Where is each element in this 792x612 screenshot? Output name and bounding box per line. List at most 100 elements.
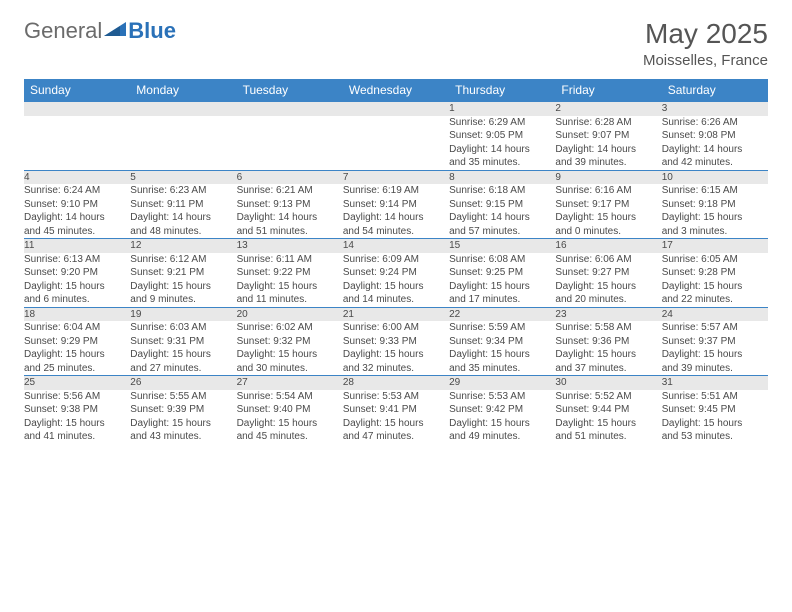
daynum-row: 18192021222324 [24,307,768,321]
day-number-cell: 28 [343,376,449,390]
day-info-cell: Sunrise: 6:00 AMSunset: 9:33 PMDaylight:… [343,321,449,376]
logo-text-general: General [24,18,102,44]
day-info-cell [24,116,130,171]
logo: General Blue [24,18,176,44]
day-info-line: Sunrise: 5:57 AM [662,321,768,335]
day-number-cell: 1 [449,102,555,116]
day-info-cell [130,116,236,171]
day-info-line: Sunset: 9:34 PM [449,335,555,349]
day-info-cell: Sunrise: 6:15 AMSunset: 9:18 PMDaylight:… [662,184,768,239]
day-info-cell: Sunrise: 6:29 AMSunset: 9:05 PMDaylight:… [449,116,555,171]
info-row: Sunrise: 6:24 AMSunset: 9:10 PMDaylight:… [24,184,768,239]
day-info-line: and 35 minutes. [449,362,555,376]
day-info-line: Daylight: 15 hours [449,280,555,294]
day-info-line: Daylight: 15 hours [343,417,449,431]
day-info-line: Sunset: 9:17 PM [555,198,661,212]
day-info-cell: Sunrise: 5:57 AMSunset: 9:37 PMDaylight:… [662,321,768,376]
day-info-cell: Sunrise: 6:04 AMSunset: 9:29 PMDaylight:… [24,321,130,376]
day-info-line: Sunrise: 6:12 AM [130,253,236,267]
day-number-cell [343,102,449,116]
day-info-line: Sunset: 9:31 PM [130,335,236,349]
day-info-line: Daylight: 14 hours [555,143,661,157]
day-info-line: Sunrise: 6:11 AM [237,253,343,267]
day-info-line: and 6 minutes. [24,293,130,307]
day-number-cell [24,102,130,116]
day-info-line: Daylight: 14 hours [24,211,130,225]
day-info-line: Sunrise: 6:03 AM [130,321,236,335]
day-info-cell: Sunrise: 5:53 AMSunset: 9:42 PMDaylight:… [449,390,555,444]
day-number-cell: 9 [555,170,661,184]
day-info-line: Sunset: 9:14 PM [343,198,449,212]
daynum-row: 45678910 [24,170,768,184]
header: General Blue May 2025 Moisselles, France [24,18,768,69]
day-info-line: and 49 minutes. [449,430,555,444]
day-number-cell: 25 [24,376,130,390]
day-info-cell: Sunrise: 6:28 AMSunset: 9:07 PMDaylight:… [555,116,661,171]
day-number-cell: 15 [449,239,555,253]
day-info-line: Sunrise: 6:00 AM [343,321,449,335]
day-info-cell: Sunrise: 6:21 AMSunset: 9:13 PMDaylight:… [237,184,343,239]
day-number-cell: 5 [130,170,236,184]
day-info-line: Daylight: 15 hours [237,348,343,362]
day-info-line: Sunset: 9:18 PM [662,198,768,212]
day-info-line: Daylight: 14 hours [343,211,449,225]
day-info-cell: Sunrise: 6:11 AMSunset: 9:22 PMDaylight:… [237,253,343,308]
day-number-cell: 26 [130,376,236,390]
day-info-line: Sunrise: 6:21 AM [237,184,343,198]
day-info-cell: Sunrise: 6:12 AMSunset: 9:21 PMDaylight:… [130,253,236,308]
day-info-line: Sunset: 9:20 PM [24,266,130,280]
day-header: Wednesday [343,79,449,102]
day-number-cell: 20 [237,307,343,321]
day-number-cell: 4 [24,170,130,184]
day-info-line: Sunset: 9:33 PM [343,335,449,349]
day-info-line: Sunrise: 6:28 AM [555,116,661,130]
day-info-line: Sunrise: 5:51 AM [662,390,768,404]
day-info-line: Daylight: 15 hours [449,348,555,362]
day-info-line: Sunset: 9:25 PM [449,266,555,280]
day-info-line: Daylight: 15 hours [24,280,130,294]
info-row: Sunrise: 5:56 AMSunset: 9:38 PMDaylight:… [24,390,768,444]
logo-text-blue: Blue [128,18,176,44]
day-header: Tuesday [237,79,343,102]
day-info-line: Daylight: 14 hours [662,143,768,157]
day-info-cell: Sunrise: 5:51 AMSunset: 9:45 PMDaylight:… [662,390,768,444]
calendar-page: General Blue May 2025 Moisselles, France… [0,0,792,462]
day-info-line: and 9 minutes. [130,293,236,307]
daynum-row: 11121314151617 [24,239,768,253]
day-info-cell: Sunrise: 6:02 AMSunset: 9:32 PMDaylight:… [237,321,343,376]
day-info-line: Sunset: 9:24 PM [343,266,449,280]
day-info-line: Sunset: 9:27 PM [555,266,661,280]
day-info-cell: Sunrise: 5:54 AMSunset: 9:40 PMDaylight:… [237,390,343,444]
day-info-line: and 42 minutes. [662,156,768,170]
day-info-line: Sunrise: 6:13 AM [24,253,130,267]
day-number-cell: 11 [24,239,130,253]
day-info-line: Sunrise: 6:16 AM [555,184,661,198]
day-number-cell: 18 [24,307,130,321]
day-header: Thursday [449,79,555,102]
day-info-line: Daylight: 15 hours [343,348,449,362]
day-info-line: and 47 minutes. [343,430,449,444]
day-info-line: Sunset: 9:21 PM [130,266,236,280]
day-info-line: Sunset: 9:44 PM [555,403,661,417]
day-info-line: Sunset: 9:36 PM [555,335,661,349]
day-info-line: and 41 minutes. [24,430,130,444]
day-info-line: and 35 minutes. [449,156,555,170]
day-info-cell: Sunrise: 5:55 AMSunset: 9:39 PMDaylight:… [130,390,236,444]
day-info-cell: Sunrise: 6:13 AMSunset: 9:20 PMDaylight:… [24,253,130,308]
day-info-line: Sunset: 9:40 PM [237,403,343,417]
info-row: Sunrise: 6:13 AMSunset: 9:20 PMDaylight:… [24,253,768,308]
day-info-line: Daylight: 15 hours [555,211,661,225]
day-info-line: Sunrise: 5:54 AM [237,390,343,404]
day-info-line: Sunrise: 6:23 AM [130,184,236,198]
day-info-line: Sunrise: 6:19 AM [343,184,449,198]
day-info-cell: Sunrise: 5:58 AMSunset: 9:36 PMDaylight:… [555,321,661,376]
day-info-line: and 27 minutes. [130,362,236,376]
day-number-cell: 6 [237,170,343,184]
day-info-line: Sunrise: 6:15 AM [662,184,768,198]
day-info-line: Daylight: 15 hours [662,348,768,362]
day-number-cell: 17 [662,239,768,253]
day-info-line: Daylight: 15 hours [24,417,130,431]
day-number-cell [130,102,236,116]
day-info-line: and 43 minutes. [130,430,236,444]
day-info-line: Sunset: 9:13 PM [237,198,343,212]
